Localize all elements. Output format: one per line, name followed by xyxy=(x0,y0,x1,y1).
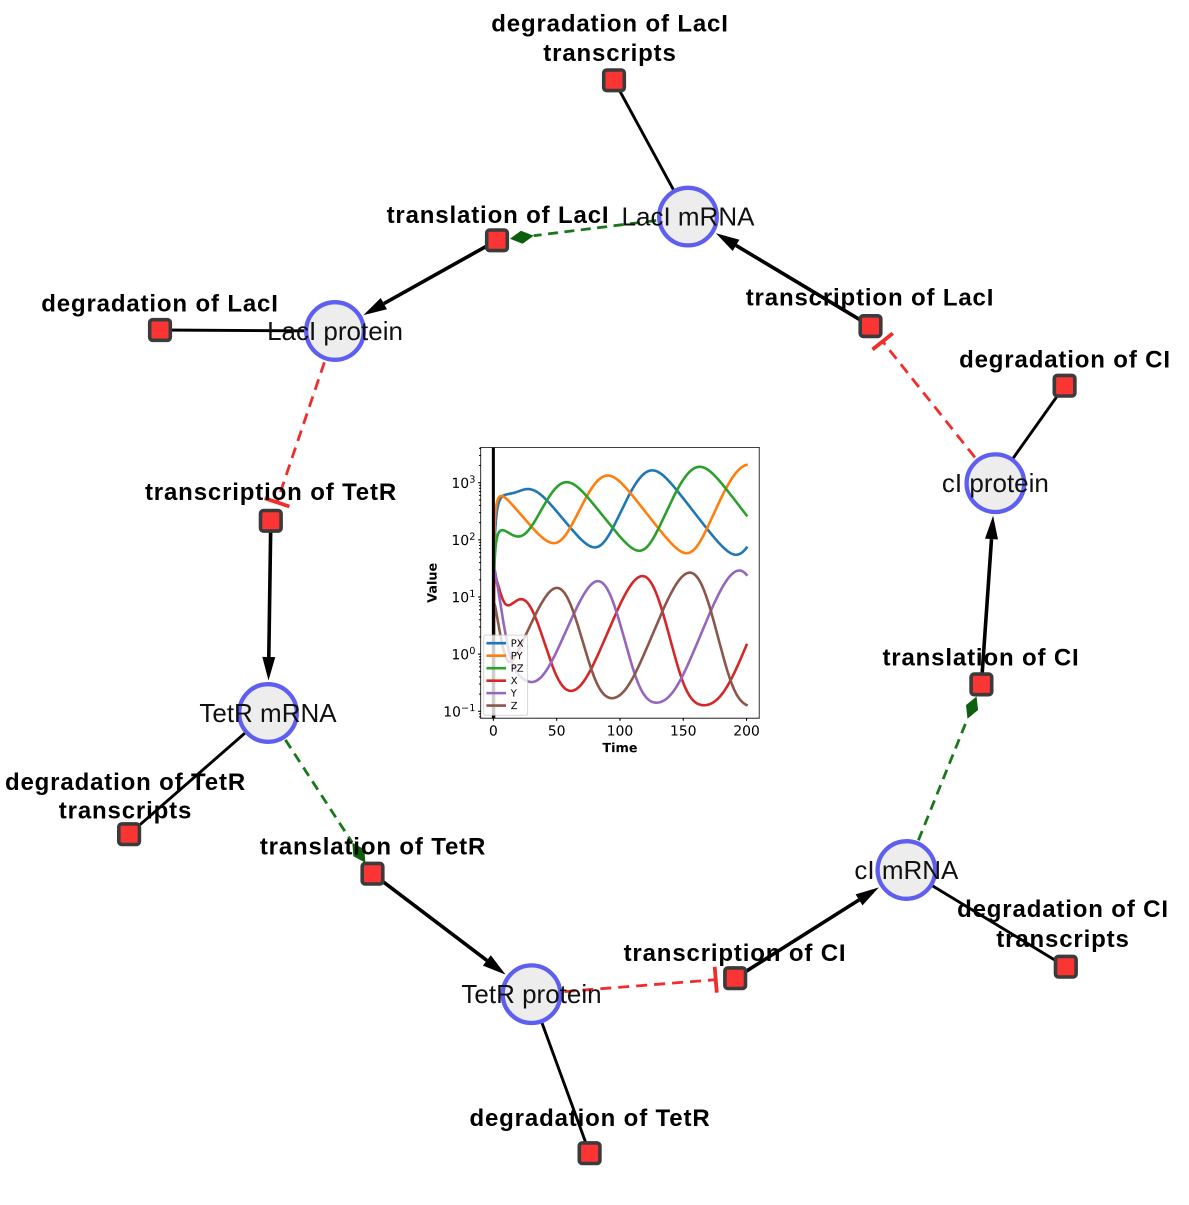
svg-text:TetR protein: TetR protein xyxy=(461,979,601,1009)
svg-text:degradation of LacI: degradation of LacI xyxy=(491,11,729,38)
svg-text:degradation of TetR: degradation of TetR xyxy=(5,769,246,796)
svg-text:transcripts: transcripts xyxy=(996,926,1129,953)
svg-text:transcripts: transcripts xyxy=(59,798,192,825)
svg-text:LacI protein: LacI protein xyxy=(267,316,403,346)
svg-text:transcription of TetR: transcription of TetR xyxy=(145,479,397,506)
svg-text:translation of CI: translation of CI xyxy=(882,645,1079,672)
svg-text:cI protein: cI protein xyxy=(942,468,1049,498)
svg-text:translation of LacI: translation of LacI xyxy=(387,202,610,229)
svg-text:degradation of LacI: degradation of LacI xyxy=(41,291,279,318)
svg-text:degradation of CI: degradation of CI xyxy=(957,896,1169,923)
svg-text:degradation of CI: degradation of CI xyxy=(959,347,1171,374)
svg-text:transcription of LacI: transcription of LacI xyxy=(746,284,995,311)
svg-text:cI mRNA: cI mRNA xyxy=(854,855,959,885)
svg-text:degradation of TetR: degradation of TetR xyxy=(469,1105,710,1132)
svg-text:transcription of CI: transcription of CI xyxy=(624,940,847,967)
svg-text:LacI mRNA: LacI mRNA xyxy=(622,201,756,231)
svg-text:TetR mRNA: TetR mRNA xyxy=(199,698,337,728)
svg-text:translation of TetR: translation of TetR xyxy=(260,834,486,861)
svg-text:transcripts: transcripts xyxy=(543,40,676,67)
